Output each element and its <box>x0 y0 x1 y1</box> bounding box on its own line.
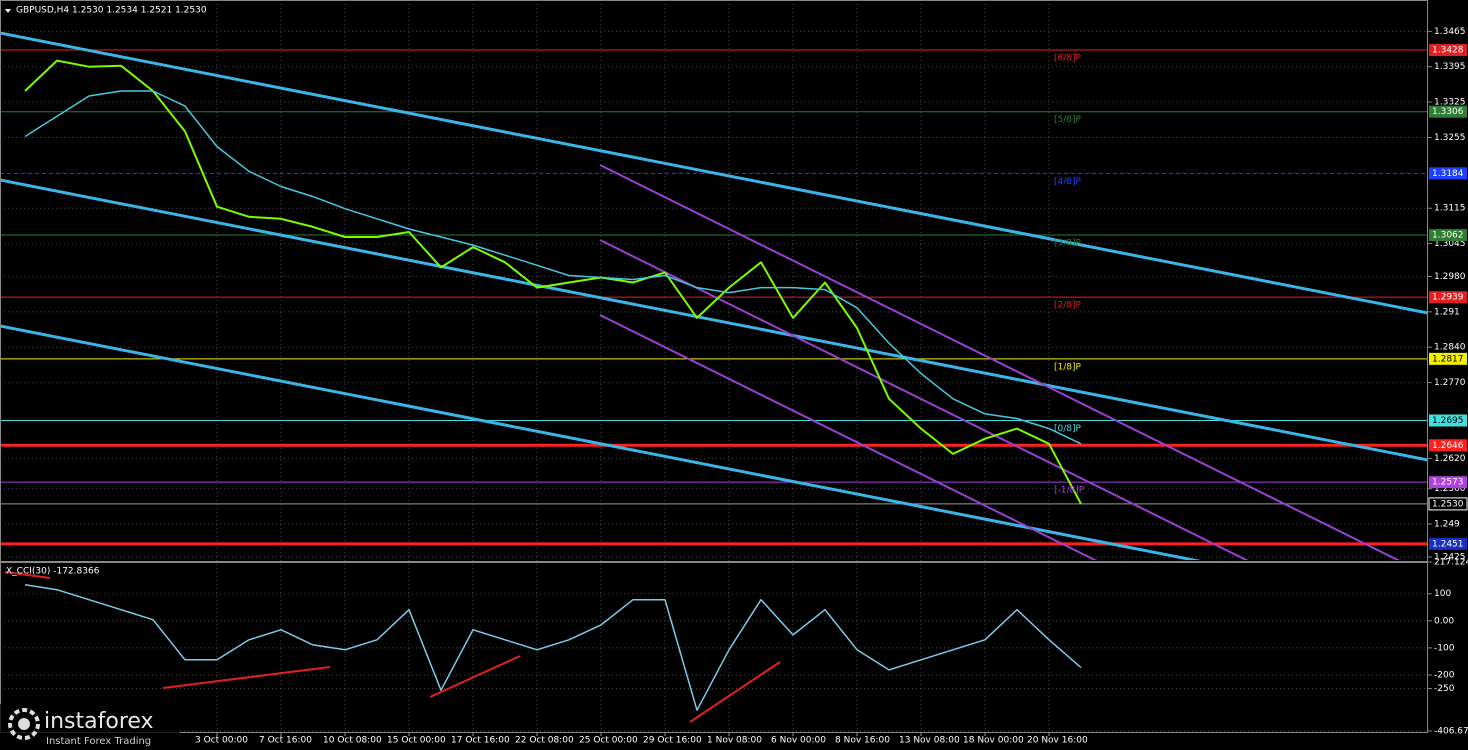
murrey-label: [5/8]P <box>1054 115 1082 125</box>
y-tick-label: 1.3465 <box>1434 27 1466 37</box>
x-tick-label: 8 Nov 16:00 <box>835 736 890 746</box>
murrey-label: [1/8]P <box>1054 362 1082 372</box>
logo-icon <box>8 708 40 740</box>
logo-name: instaforex <box>44 709 154 734</box>
regression-line <box>599 314 1098 560</box>
level-label: 1.3428 <box>1432 46 1464 56</box>
murrey-label: [4/8]P <box>1054 177 1082 187</box>
logo-backdrop <box>0 704 180 750</box>
y-tick-label: 217.1248 <box>1434 558 1468 568</box>
y-tick-label: 1.3395 <box>1434 62 1466 72</box>
regression-line <box>599 164 1400 560</box>
y-tick-label: 1.2840 <box>1434 343 1466 353</box>
y-tick-label: 1.291 <box>1434 307 1460 317</box>
chart-title: GBPUSD,H4 1.2530 1.2534 1.2521 1.2530 <box>16 6 207 16</box>
logo-icon-core <box>18 718 30 730</box>
level-label: 1.3184 <box>1432 169 1464 179</box>
divergence-line <box>162 666 331 689</box>
level-label: 1.2646 <box>1432 441 1464 451</box>
y-tick-label: 1.2425 <box>1434 552 1466 562</box>
series-line <box>24 59 1082 505</box>
level-box <box>1429 537 1467 550</box>
level-box <box>1429 476 1467 489</box>
level-box <box>1429 414 1467 427</box>
x-tick-label: 3 Oct 00:00 <box>195 736 248 746</box>
x-tick-label: 17 Oct 16:00 <box>451 736 510 746</box>
logo: instaforex Instant Forex Trading <box>0 704 180 750</box>
x-tick-label: 25 Oct 00:00 <box>579 736 638 746</box>
channels <box>0 31 1428 560</box>
murrey-label: [6/8]P <box>1054 54 1082 64</box>
channel-line <box>0 178 1428 462</box>
y-tick-label: 0.00 <box>1434 616 1454 626</box>
x-tick-label: 29 Oct 16:00 <box>643 736 702 746</box>
divergence-line <box>689 661 781 723</box>
y-tick-label: -100 <box>1434 643 1455 653</box>
level-box <box>1428 497 1468 511</box>
y-tick-label: 1.2620 <box>1434 454 1466 464</box>
regression-line <box>599 239 1249 560</box>
murrey-label: [2/8]P <box>1054 301 1082 311</box>
x-tick-label: 20 Nov 16:00 <box>1027 736 1088 746</box>
level-label: 1.2939 <box>1432 293 1464 303</box>
divergence-line <box>4 571 51 579</box>
divergence-lines <box>4 571 781 723</box>
y-tick-label: 1.2770 <box>1434 378 1466 388</box>
y-tick-label: 1.249 <box>1434 520 1460 530</box>
level-box <box>1429 291 1467 304</box>
axes: 3 Oct 00:00 7 Oct 16:00 10 Oct 08:00 15 Oct… <box>195 27 1468 746</box>
y-tick-label: -250 <box>1434 684 1455 694</box>
murrey-label: [-1/8]P <box>1054 486 1085 496</box>
title-arrow <box>5 9 11 13</box>
level-box <box>1429 105 1467 118</box>
level-label: 1.2530 <box>1432 499 1464 509</box>
series <box>24 59 1082 711</box>
level-box <box>1429 352 1467 365</box>
level-label: 1.2573 <box>1432 478 1464 488</box>
level-box <box>1429 229 1467 242</box>
x-tick-label: 10 Oct 08:00 <box>323 736 382 746</box>
x-tick-label: 6 Nov 00:00 <box>771 736 826 746</box>
series-line <box>24 90 1082 445</box>
y-tick-label: 100 <box>1434 589 1451 599</box>
level-box <box>1429 44 1467 57</box>
y-tick-label: 1.2980 <box>1434 272 1466 282</box>
y-tick-label: -406.677 <box>1434 727 1468 737</box>
logo-tagline: Instant Forex Trading <box>46 736 151 747</box>
y-tick-label: -200 <box>1434 671 1455 681</box>
murrey-label: [0/8]P <box>1054 424 1082 434</box>
level-label: 1.3062 <box>1432 231 1464 241</box>
x-tick-label: 15 Oct 00:00 <box>387 736 446 746</box>
x-tick-label: 13 Nov 08:00 <box>899 736 960 746</box>
channel-line <box>0 324 1202 560</box>
y-tick-label: 1.3045 <box>1434 239 1466 249</box>
murrey-label: [3/8]P <box>1054 239 1082 249</box>
x-tick-label: 1 Nov 08:00 <box>707 736 762 746</box>
divergence-line <box>429 655 521 698</box>
level-label: 1.3306 <box>1432 107 1464 117</box>
plot-frame <box>0 0 1428 733</box>
channel-line <box>0 31 1428 315</box>
x-tick-label: 22 Oct 08:00 <box>515 736 574 746</box>
indicator-title: X_CCI(30) -172.8366 <box>6 567 100 577</box>
x-tick-label: 18 Nov 00:00 <box>963 736 1024 746</box>
level-label: 1.2695 <box>1432 416 1464 426</box>
level-box <box>1429 439 1467 452</box>
y-tick-label: 1.2560 <box>1434 484 1466 494</box>
level-box <box>1429 167 1467 180</box>
y-tick-label: 1.3255 <box>1434 133 1466 143</box>
level-label: 1.2451 <box>1432 539 1464 549</box>
series-line <box>24 584 1082 711</box>
x-tick-label: 7 Oct 16:00 <box>259 736 312 746</box>
y-tick-label: 1.3115 <box>1434 204 1466 214</box>
y-tick-label: 1.3325 <box>1434 98 1466 108</box>
level-label: 1.2817 <box>1432 354 1464 364</box>
